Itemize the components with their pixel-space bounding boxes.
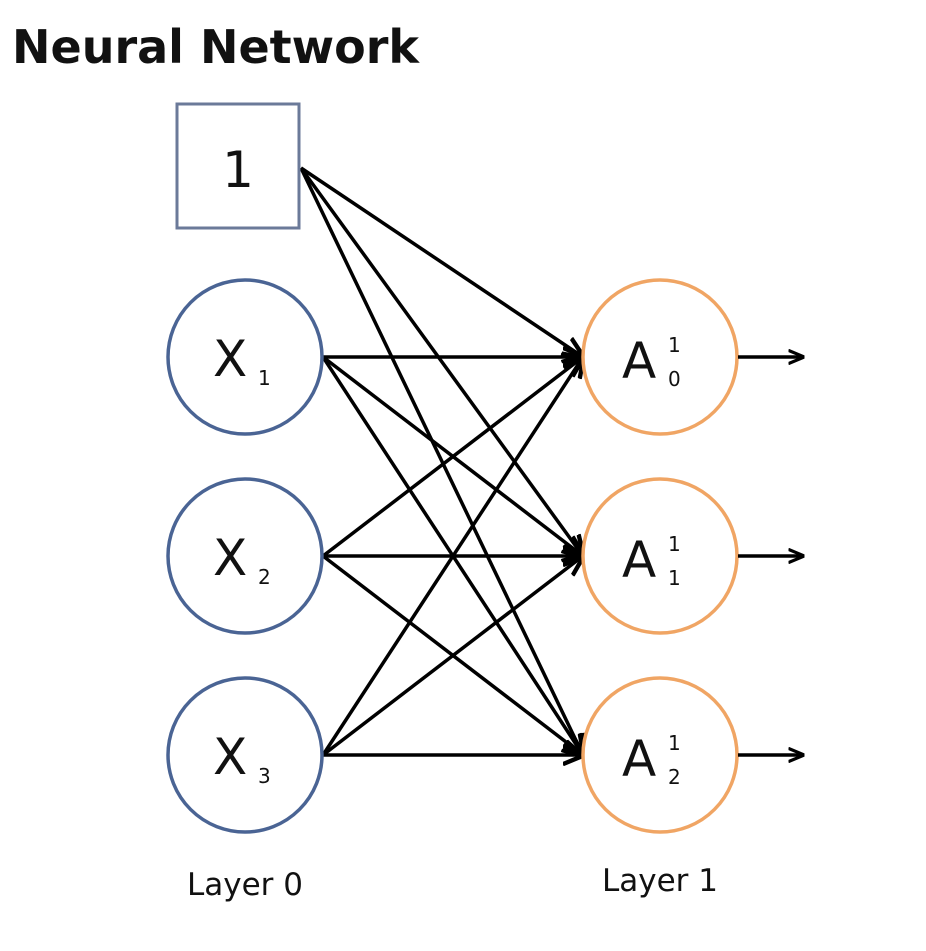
input-node-x3-subscript: 3 [258,764,271,788]
output-node-a1-circle [581,477,739,635]
bias-label: 1 [222,141,254,199]
diagram-title: Neural Network [12,20,420,74]
input-node-x1: X 1 [166,278,324,436]
input-node-x1-label: X [213,330,247,388]
bias-node: 1 [175,102,301,230]
input-layer-nodes: X 1 X 2 X 3 [166,278,324,834]
input-node-x2-label: X [213,529,247,587]
output-node-a1-superscript: 1 [668,532,681,556]
output-node-a0-circle [581,278,739,436]
edge-x3-to-a1 [321,556,583,757]
output-node-a1: A 1 1 [581,477,739,635]
edge-bias-to-a1 [299,166,583,556]
connection-edges [299,166,583,757]
input-node-x1-circle [166,278,324,436]
output-node-a2-superscript: 1 [668,731,681,755]
input-node-x2: X 2 [166,477,324,635]
output-node-a2-subscript: 2 [668,765,681,789]
output-node-a1-label: A [622,531,656,589]
input-node-x3: X 3 [166,676,324,834]
layer-1-label: Layer 1 [602,863,718,899]
output-node-a2-label: A [622,730,656,788]
input-node-x3-circle [166,676,324,834]
layer-0-label: Layer 0 [187,867,303,903]
input-node-x3-label: X [213,728,247,786]
input-node-x2-subscript: 2 [258,565,271,589]
bias-box [175,102,301,230]
output-node-a2-circle [581,676,739,834]
input-node-x1-subscript: 1 [258,366,271,390]
output-arrows [738,357,803,755]
edge-x2-to-a0 [321,357,583,558]
output-node-a0-superscript: 1 [668,333,681,357]
output-node-a0: A 1 0 [581,278,739,436]
edge-x3-to-a0 [321,357,583,756]
edge-bias-to-a2 [299,167,583,755]
output-node-a1-subscript: 1 [668,566,681,590]
output-node-a0-subscript: 0 [668,367,681,391]
edge-bias-to-a0 [300,166,583,357]
output-node-a0-label: A [622,332,656,390]
input-node-x2-circle [166,477,324,635]
hidden-layer-nodes: A 1 0 A 1 1 A 1 2 [581,278,739,834]
output-node-a2: A 1 2 [581,676,739,834]
